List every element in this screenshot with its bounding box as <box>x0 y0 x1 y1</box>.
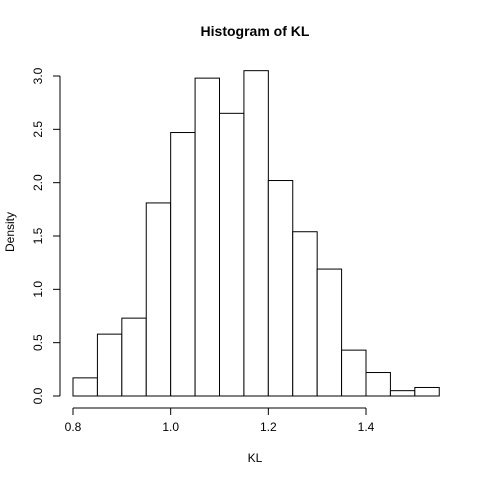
x-tick-label-2: 1.0 <box>162 420 179 434</box>
x-tick-label-1: 0.8 <box>65 420 82 434</box>
histogram-bar-12 <box>341 349 367 397</box>
x-axis: 0.8 1.0 1.2 1.4 <box>65 407 375 434</box>
y-axis-label: Density <box>3 212 17 252</box>
histogram-bar-2 <box>96 333 123 397</box>
histogram-bar-15 <box>414 386 440 397</box>
x-tick-label-4: 1.4 <box>358 420 375 434</box>
y-tick-label-7: 3.0 <box>31 67 45 84</box>
y-tick-label-3: 1.0 <box>31 281 45 298</box>
histogram-bar-4 <box>145 202 172 397</box>
y-tick-label-1: 0.0 <box>31 387 45 404</box>
y-tick-label-5: 2.0 <box>31 174 45 191</box>
bars-group <box>72 70 440 397</box>
histogram-bar-13 <box>365 372 391 397</box>
y-tick-label-4: 1.5 <box>31 227 45 244</box>
histogram-bar-5 <box>170 132 196 397</box>
histogram-bar-6 <box>194 77 221 397</box>
y-tick-label-6: 2.5 <box>31 121 45 138</box>
histogram-bar-8 <box>243 70 269 397</box>
y-axis: 0.0 0.5 1.0 1.5 2.0 2.5 3.0 <box>31 67 61 404</box>
histogram-bar-1 <box>72 377 98 397</box>
x-axis-label: KL <box>248 451 263 465</box>
histogram-bar-10 <box>292 231 318 397</box>
histogram-bar-11 <box>316 268 343 397</box>
histogram-bar-9 <box>267 180 294 397</box>
histogram-bar-3 <box>121 317 147 397</box>
histogram-bar-14 <box>389 390 416 397</box>
y-tick-label-2: 0.5 <box>31 334 45 351</box>
x-tick-label-3: 1.2 <box>260 420 277 434</box>
chart-title: Histogram of KL <box>201 23 310 39</box>
histogram-bar-7 <box>219 112 245 397</box>
